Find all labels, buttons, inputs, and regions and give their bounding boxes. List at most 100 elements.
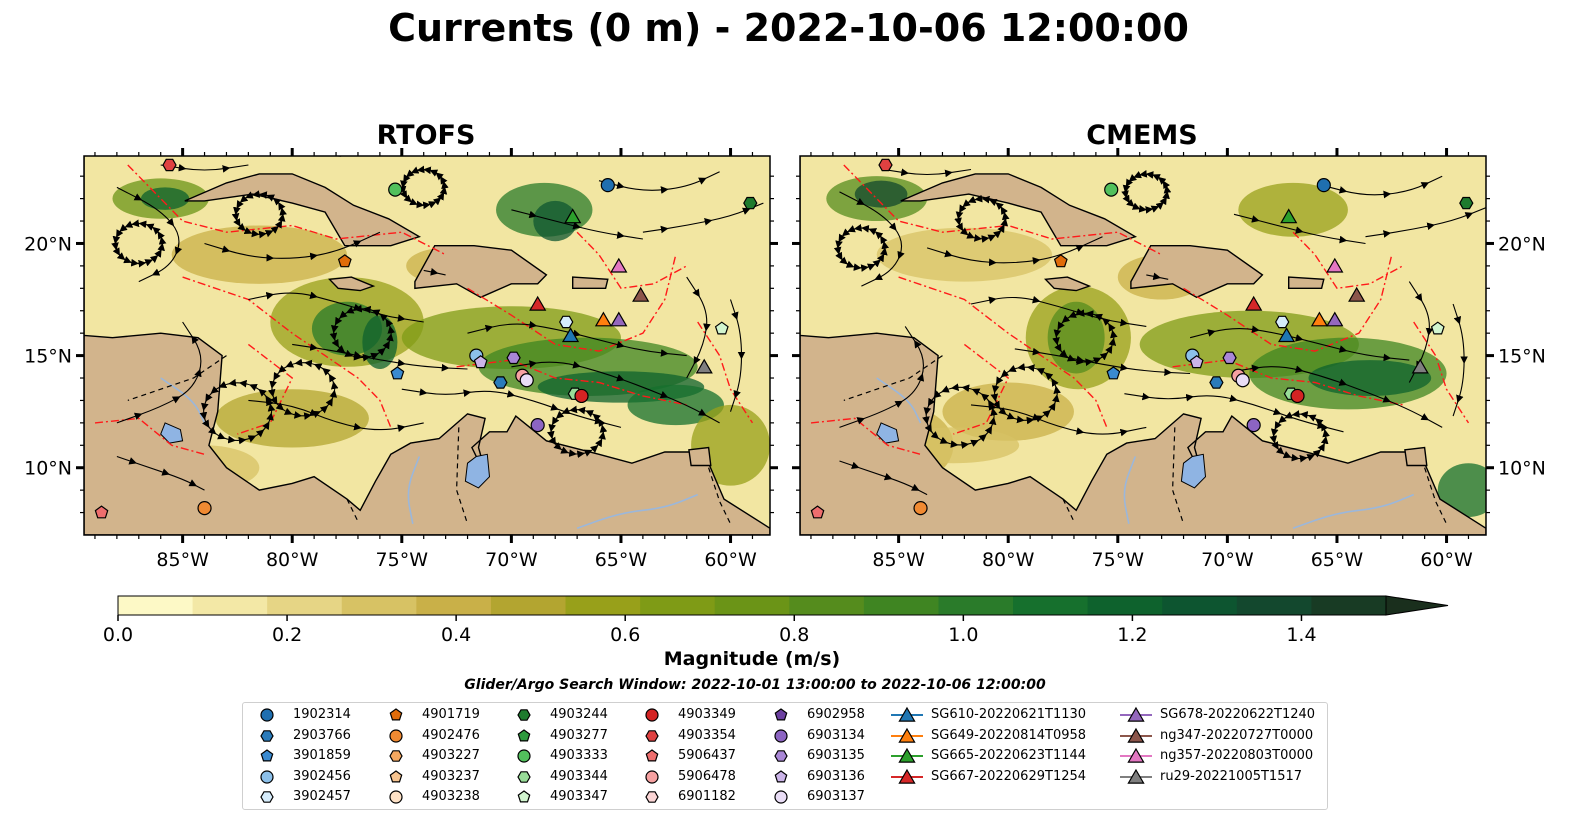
streamline: [116, 321, 202, 424]
marker-SG678-20220622T1240[interactable]: [610, 311, 628, 327]
colorbar-frame: [117, 595, 1387, 616]
lon-tick-label: 70°W: [1201, 549, 1254, 571]
legend-label: 5906437: [678, 748, 736, 764]
marker-SG667-20220629T1254[interactable]: [1245, 295, 1263, 311]
streamline: [1052, 309, 1118, 367]
marker-4901719[interactable]: [1053, 254, 1068, 268]
marker-6903134[interactable]: [530, 418, 545, 433]
marker-4903349[interactable]: [574, 388, 589, 404]
marker-5906437[interactable]: [810, 505, 825, 519]
map-panel-cmems[interactable]: 85°W 80°W 75°W 70°W 65°W 60°W 20°N 15°N 10°N: [792, 148, 1546, 571]
marker-3901859[interactable]: [390, 366, 405, 380]
marker-ru29-20221005T1517[interactable]: [695, 358, 713, 374]
marker-ru29-20221005T1517[interactable]: [1411, 358, 1429, 374]
legend-label: SG667-20220629T1254: [931, 768, 1087, 784]
marker-4903244[interactable]: [1459, 196, 1474, 210]
marker-6903135[interactable]: [506, 351, 521, 365]
lon-tick-label: 75°W: [1092, 549, 1145, 571]
marker-3902457[interactable]: [1275, 315, 1290, 329]
marker-3902457[interactable]: [559, 315, 574, 329]
streamline: [423, 268, 446, 276]
legend-marker-icon: [260, 791, 274, 804]
legend-marker-icon: [645, 770, 659, 784]
marker-2903766[interactable]: [1209, 376, 1224, 389]
streamline: [467, 320, 687, 357]
colorbar-segment: [490, 596, 567, 615]
lon-tick-label: 85°W: [872, 549, 925, 571]
lat-tick-label: 20°N: [1498, 233, 1546, 255]
legend-marker-icon: [1127, 768, 1145, 784]
land-border: [1062, 498, 1075, 522]
legend-marker-icon: [517, 709, 531, 721]
colorbar-segment: [863, 596, 939, 615]
colorbar-segment: [1013, 596, 1089, 615]
marker-2903766[interactable]: [493, 376, 508, 389]
marker-6903136[interactable]: [473, 355, 488, 369]
marker-4903354[interactable]: [162, 158, 177, 172]
marker-SG649-20220814T0958[interactable]: [594, 311, 613, 327]
legend-label: SG649-20220814T0958: [931, 727, 1087, 743]
streamline: [1269, 410, 1330, 463]
streamline: [954, 194, 1010, 243]
streamline: [833, 223, 889, 272]
marker-4903347[interactable]: [1430, 321, 1445, 335]
legend-marker-icon: [774, 708, 788, 721]
marker-4903349[interactable]: [1290, 388, 1305, 404]
lon-tick-label: 85°W: [156, 549, 209, 571]
marker-4903333[interactable]: [1104, 182, 1119, 197]
marker-6903136[interactable]: [1189, 355, 1204, 369]
marker-SG610-20220621T1130[interactable]: [1277, 327, 1296, 343]
legend-marker-icon: [517, 749, 531, 763]
marker-4902476[interactable]: [913, 500, 928, 516]
marker-SG665-20220623T1144[interactable]: [564, 208, 582, 224]
marker-6903137[interactable]: [519, 373, 534, 388]
marker-ng357-20220803T0000[interactable]: [610, 257, 628, 273]
lat-tick-label: 15°N: [1498, 346, 1546, 368]
legend-label: 6903135: [807, 748, 865, 764]
legend-marker-icon: [1127, 706, 1145, 722]
marker-6903137[interactable]: [1235, 373, 1250, 388]
streamline: [111, 219, 167, 268]
marker-4903244[interactable]: [743, 196, 758, 210]
marker-4903347[interactable]: [714, 321, 729, 335]
marker-SG667-20220629T1254[interactable]: [529, 295, 547, 311]
colorbar-extend-arrow: [1385, 595, 1449, 616]
streamline: [729, 299, 746, 412]
land-border: [708, 467, 732, 525]
legend-label: 2903766: [293, 727, 351, 743]
marker-6903135[interactable]: [1222, 351, 1237, 365]
marker-ng357-20220803T0000[interactable]: [1326, 257, 1344, 273]
legend-label: SG665-20220623T1144: [931, 748, 1087, 764]
lat-tick-label: 10°N: [1498, 458, 1546, 480]
marker-SG665-20220623T1144[interactable]: [1280, 208, 1298, 224]
marker-5906437[interactable]: [94, 505, 109, 519]
marker-4903333[interactable]: [388, 182, 403, 197]
marker-SG649-20220814T0958[interactable]: [1310, 311, 1329, 327]
legend-label: 6903136: [807, 768, 865, 784]
marker-ng347-20220727T0000[interactable]: [632, 286, 650, 302]
marker-3901859[interactable]: [1106, 366, 1121, 380]
marker-ng347-20220727T0000[interactable]: [1348, 286, 1366, 302]
streamline: [839, 191, 905, 287]
colorbar-tick-label: 1.2: [1117, 624, 1147, 646]
legend-marker-icon: [898, 768, 916, 784]
colorbar-segment: [267, 596, 343, 615]
marker-6903134[interactable]: [1246, 418, 1261, 433]
land-puertorico: [572, 276, 609, 289]
marker-4903354[interactable]: [878, 158, 893, 172]
map-panel-rtofs[interactable]: 85°W 80°W 75°W 70°W 65°W 60°W 20°N 15°N 10°N: [24, 148, 778, 571]
panel-title-cmems: CMEMS: [1086, 120, 1198, 151]
legend-label: 4901719: [422, 707, 480, 722]
marker-SG610-20220621T1130[interactable]: [561, 327, 580, 343]
marker-4902476[interactable]: [197, 500, 212, 516]
marker-SG678-20220622T1240[interactable]: [1326, 311, 1344, 327]
streamline: [231, 190, 287, 239]
marker-4901719[interactable]: [337, 254, 352, 268]
lake-maracaibo: [1180, 453, 1207, 489]
map-frame: [799, 155, 1487, 536]
legend-marker-icon: [389, 750, 403, 762]
marker-1902314[interactable]: [1316, 178, 1331, 193]
marker-1902314[interactable]: [600, 178, 615, 193]
legend-marker-icon: [774, 750, 788, 762]
legend-label: 3902456: [293, 768, 351, 784]
